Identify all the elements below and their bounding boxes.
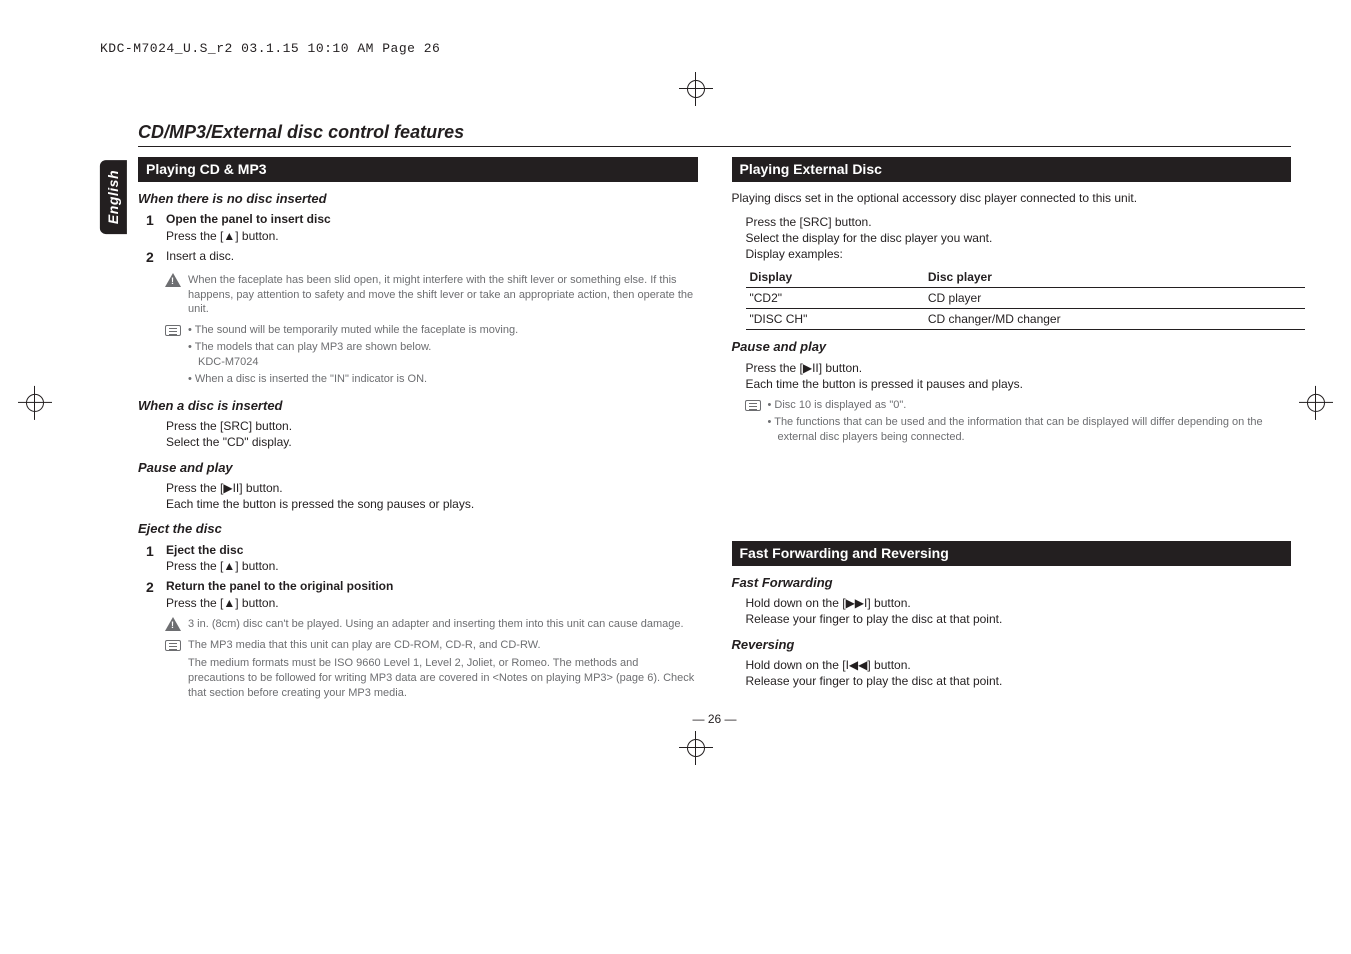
warning-icon: [165, 273, 181, 287]
warning-text: When the faceplate has been slid open, i…: [188, 273, 698, 318]
note-mp3-media: The MP3 media that this unit can play ar…: [164, 638, 698, 701]
body-text: Select the display for the disc player y…: [746, 230, 1292, 246]
heading-fast-forward: Fast Forwarding and Reversing: [732, 541, 1292, 566]
step-eject: 1 Eject the disc Press the [▲] button.: [146, 542, 698, 574]
body-text: Display examples:: [746, 246, 1292, 262]
table-header: Disc player: [924, 267, 1305, 288]
step-number: 2: [146, 248, 160, 267]
table-cell: CD player: [924, 287, 1305, 308]
note-group-2: Disc 10 is displayed as "0". The functio…: [744, 398, 1292, 447]
warning-3in-disc: 3 in. (8cm) disc can't be played. Using …: [164, 617, 698, 632]
heading-external-disc: Playing External Disc: [732, 157, 1292, 182]
note-icon: [165, 640, 181, 651]
note-item: The sound will be temporarily muted whil…: [188, 323, 698, 338]
body-text: Each time the button is pressed the song…: [166, 496, 698, 512]
body-text: Release your finger to play the disc at …: [746, 673, 1292, 689]
step-number: 1: [146, 211, 160, 243]
warning-text: 3 in. (8cm) disc can't be played. Using …: [188, 617, 684, 632]
note-text: The medium formats must be ISO 9660 Leve…: [188, 656, 698, 701]
table-cell: "DISC CH": [746, 309, 924, 330]
note-group-1: The sound will be temporarily muted whil…: [164, 323, 698, 388]
registration-mark-right: [1299, 386, 1333, 424]
note-icon: [165, 325, 181, 336]
body-text: Press the [▶II] button.: [166, 480, 698, 496]
step-lead: Open the panel to insert disc: [166, 211, 698, 227]
table-cell: CD changer/MD changer: [924, 309, 1305, 330]
body-text: Press the [▶II] button.: [746, 360, 1292, 376]
note-item: When a disc is inserted the "IN" indicat…: [188, 372, 698, 387]
subhead-reversing: Reversing: [732, 636, 1292, 654]
page-number: — 26 —: [138, 711, 1291, 727]
step-lead: Eject the disc: [166, 542, 698, 558]
note-text: The MP3 media that this unit can play ar…: [188, 638, 698, 653]
note-item: The functions that can be used and the i…: [768, 415, 1292, 445]
body-text: Press the [SRC] button.: [166, 418, 698, 434]
heading-playing-cd-mp3: Playing CD & MP3: [138, 157, 698, 182]
step-number: 1: [146, 542, 160, 574]
warning-faceplate: When the faceplate has been slid open, i…: [164, 273, 698, 318]
note-icon: [745, 400, 761, 411]
body-text: Press the [SRC] button.: [746, 214, 1292, 230]
registration-mark-left: [18, 386, 52, 424]
table-row: "DISC CH" CD changer/MD changer: [746, 309, 1306, 330]
subhead-pause-play: Pause and play: [138, 459, 698, 477]
body-text: Hold down on the [▶▶I] button.: [746, 595, 1292, 611]
step-body: Press the [▲] button.: [166, 558, 698, 574]
step-return-panel: 2 Return the panel to the original posit…: [146, 578, 698, 610]
subhead-pause-play: Pause and play: [732, 338, 1292, 356]
step-body: Press the [▲] button.: [166, 595, 698, 611]
note-item: Disc 10 is displayed as "0".: [768, 398, 1292, 413]
subhead-disc-inserted: When a disc is inserted: [138, 397, 698, 415]
section-title: CD/MP3/External disc control features: [138, 120, 1291, 144]
body-text: Select the "CD" display.: [166, 434, 698, 450]
display-table: Display Disc player "CD2" CD player "DIS…: [746, 267, 1306, 331]
table-row: "CD2" CD player: [746, 287, 1306, 308]
step-open-panel: 1 Open the panel to insert disc Press th…: [146, 211, 698, 243]
warning-icon: [165, 617, 181, 631]
table-header: Display: [746, 267, 924, 288]
intro-text: Playing discs set in the optional access…: [732, 190, 1292, 206]
registration-mark-top: [100, 72, 1291, 110]
step-number: 2: [146, 578, 160, 610]
subhead-fast-forwarding: Fast Forwarding: [732, 574, 1292, 592]
body-text: Release your finger to play the disc at …: [746, 611, 1292, 627]
body-text: Each time the button is pressed it pause…: [746, 376, 1292, 392]
step-lead: Insert a disc.: [166, 248, 698, 264]
step-body: Press the [▲] button.: [166, 228, 698, 244]
subhead-eject: Eject the disc: [138, 520, 698, 538]
step-lead: Return the panel to the original positio…: [166, 578, 698, 594]
table-cell: "CD2": [746, 287, 924, 308]
note-item: The models that can play MP3 are shown b…: [188, 340, 698, 370]
subhead-no-disc: When there is no disc inserted: [138, 190, 698, 208]
running-header: KDC-M7024_U.S_r2 03.1.15 10:10 AM Page 2…: [100, 40, 1291, 58]
title-rule: [138, 146, 1291, 147]
body-text: Hold down on the [I◀◀] button.: [746, 657, 1292, 673]
language-tab: English: [100, 160, 127, 234]
step-insert-disc: 2 Insert a disc.: [146, 248, 698, 267]
registration-mark-bottom: [100, 731, 1291, 769]
